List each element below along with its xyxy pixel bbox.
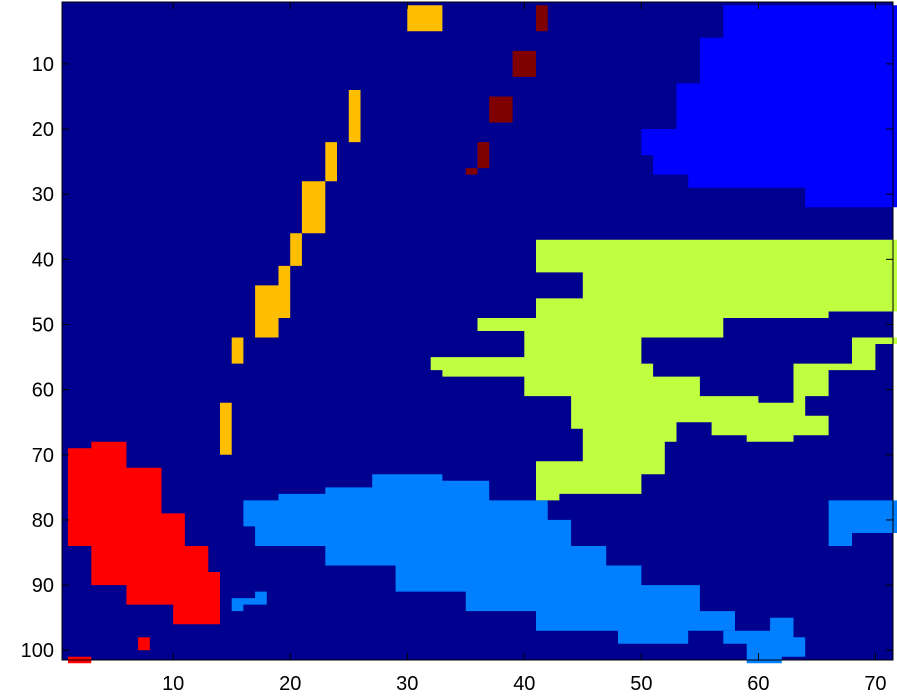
heatmap-region-8 [828,500,897,546]
y-tick-label: 70 [32,445,54,467]
y-axis: 10 20 30 40 50 60 70 80 90 100 [21,54,893,662]
y-tick-label: 20 [32,119,54,141]
axes-box [61,1,894,661]
y-tick-label: 80 [32,510,54,532]
y-tick-label: 40 [32,249,54,271]
x-tick-label: 20 [279,673,301,695]
heatmap-region-9 [723,598,806,664]
heatmap-region-7 [231,591,279,612]
y-tick-label: 30 [32,184,54,206]
y-tick-label: 60 [32,380,54,402]
heatmap-region-11 [67,441,221,651]
y-tick-label: 50 [32,314,54,336]
x-tick-label: 60 [747,673,769,695]
heatmap-region-6 [243,474,735,644]
heatmap-plot-area [62,2,897,664]
heatmap-region-3 [641,5,897,208]
y-tick-label: 10 [32,54,54,76]
heatmap-region-5 [641,318,852,397]
x-tick-label: 10 [162,673,184,695]
x-axis: 10 20 30 40 50 60 70 [162,2,887,695]
x-tick-label: 70 [864,673,886,695]
heatmap-region-2 [454,5,560,201]
x-tick-label: 30 [396,673,418,695]
heatmap-regions [67,5,897,664]
x-tick-label: 40 [513,673,535,695]
y-tick-label: 100 [21,640,54,662]
y-tick-label: 90 [32,575,54,597]
x-tick-label: 50 [630,673,652,695]
